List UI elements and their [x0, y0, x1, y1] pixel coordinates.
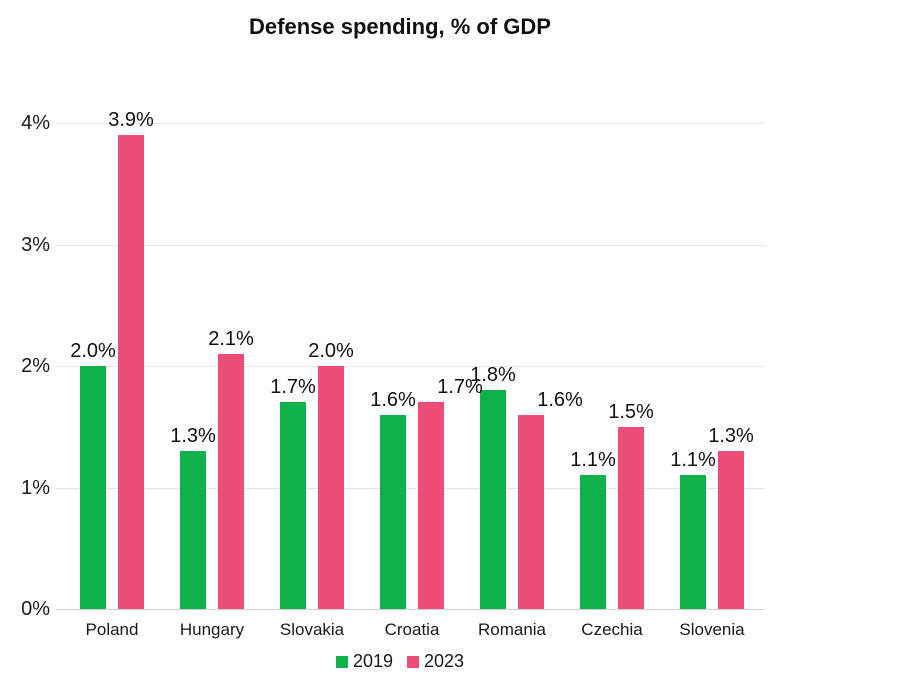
- bar-value-label: 3.9%: [108, 109, 154, 132]
- bar-2019-poland: [80, 366, 106, 609]
- bar-2023-romania: [518, 414, 544, 609]
- y-tick-label: 4%: [21, 112, 50, 134]
- y-tick-label: 0%: [21, 598, 50, 620]
- bar-value-label: 1.6%: [537, 388, 583, 411]
- bar-value-label: 1.1%: [670, 449, 716, 472]
- bar-value-label: 2.0%: [308, 340, 354, 362]
- legend-item-2019: 2019: [335, 651, 393, 672]
- gridline-1%: [56, 487, 765, 489]
- bar-value-label: 1.3%: [708, 425, 754, 448]
- y-tick-label: 3%: [21, 233, 50, 256]
- bar-2023-hungary: [218, 353, 244, 609]
- bar-value-label: 1.5%: [608, 400, 654, 423]
- legend-swatch-2023-icon: [407, 655, 419, 668]
- x-category-label-romania: Romania: [477, 620, 547, 639]
- bar-2019-croatia: [380, 414, 406, 609]
- bar-2019-slovakia: [280, 402, 306, 609]
- bar-2019-czechia: [580, 475, 606, 609]
- x-category-label-czechia: Czechia: [581, 620, 643, 639]
- bar-2019-slovenia: [680, 475, 706, 609]
- legend: 2019 2023: [0, 651, 800, 672]
- legend-swatch-2019-icon: [335, 655, 348, 668]
- y-tick-label: 1%: [21, 476, 50, 499]
- gridline-4%: [56, 123, 765, 124]
- x-category-label-croatia: Croatia: [384, 620, 440, 639]
- legend-label-2023: 2023: [424, 651, 465, 671]
- bar-value-label: 1.7%: [270, 376, 316, 399]
- x-category-label-hungary: Hungary: [179, 620, 245, 639]
- bar-2023-czechia: [618, 426, 644, 609]
- bar-value-label: 2.0%: [70, 340, 116, 362]
- chart-title: Defense spending, % of GDP: [249, 14, 551, 39]
- bar-value-label: 1.6%: [370, 388, 416, 411]
- bar-2019-romania: [480, 390, 506, 609]
- legend-item-2023: 2023: [407, 651, 464, 672]
- bar-value-label: 2.1%: [208, 327, 254, 350]
- bar-value-label: 1.1%: [570, 449, 616, 472]
- bar-2023-croatia: [418, 402, 444, 609]
- y-tick-label: 2%: [21, 355, 50, 377]
- bar-2019-hungary: [180, 451, 206, 609]
- gridline-3%: [56, 244, 765, 246]
- legend-label-2019: 2019: [352, 651, 393, 671]
- x-category-label-poland: Poland: [85, 620, 139, 639]
- bar-value-label: 1.3%: [170, 425, 216, 448]
- x-category-label-slovenia: Slovenia: [679, 620, 745, 639]
- gridline-2%: [56, 366, 765, 367]
- bar-2023-slovakia: [318, 366, 344, 609]
- gridline-0%: [56, 609, 765, 610]
- x-category-label-slovakia: Slovakia: [279, 620, 345, 639]
- bar-value-label: 1.7%: [437, 376, 483, 399]
- bar-value-label: 1.8%: [470, 364, 516, 387]
- bar-2023-slovenia: [718, 451, 744, 609]
- bar-2023-poland: [118, 135, 144, 609]
